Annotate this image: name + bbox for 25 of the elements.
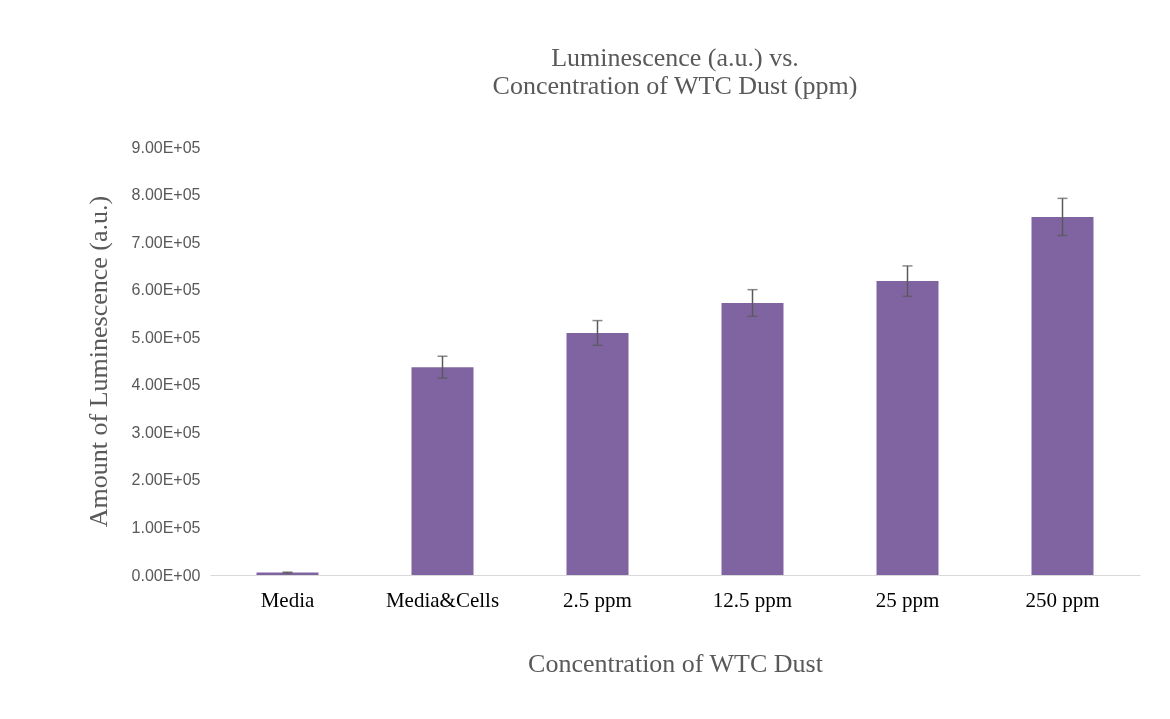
y-tick-label: 6.00E+05 xyxy=(131,281,201,299)
bar xyxy=(566,332,629,575)
y-tick-label: 1.00E+05 xyxy=(131,518,201,536)
x-tick-label: 250 ppm xyxy=(1025,587,1100,612)
y-tick-label: 4.00E+05 xyxy=(131,376,201,394)
y-tick-label: 5.00E+05 xyxy=(131,328,201,346)
bar xyxy=(411,367,474,575)
bar xyxy=(721,302,784,575)
x-tick-label: Media&Cells xyxy=(385,587,500,612)
y-axis-title: Amount of Luminescence (a.u.) xyxy=(83,195,113,528)
bar xyxy=(1031,216,1094,575)
y-tick-label: 7.00E+05 xyxy=(131,233,201,251)
text: Concentration of WTC Dust (ppm) xyxy=(492,71,858,100)
text: Luminescence (a.u.) vs. xyxy=(551,43,799,72)
bar xyxy=(876,281,939,575)
x-tick-label: 2.5 ppm xyxy=(563,587,632,612)
y-tick-label: 3.00E+05 xyxy=(131,423,201,441)
y-tick-label: 0.00E+00 xyxy=(131,566,201,584)
x-tick-label: 25 ppm xyxy=(875,587,940,612)
x-tick-label: 12.5 ppm xyxy=(712,587,793,612)
y-tick-label: 2.00E+05 xyxy=(131,471,201,489)
x-axis-title: Concentration of WTC Dust xyxy=(528,648,824,678)
x-tick-label: Media xyxy=(260,587,315,612)
y-tick-label: 9.00E+05 xyxy=(131,138,201,156)
y-tick-label: 8.00E+05 xyxy=(131,186,201,204)
